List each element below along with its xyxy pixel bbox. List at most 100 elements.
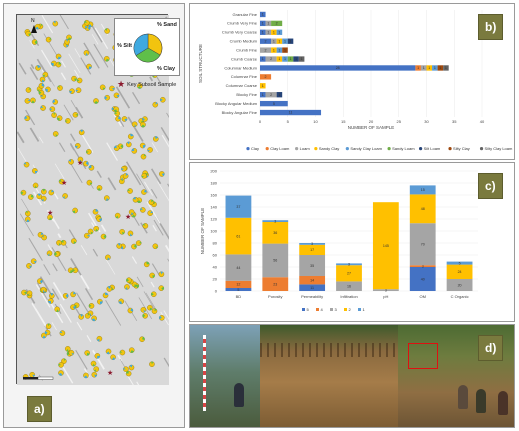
bar-segment bbox=[262, 277, 289, 291]
sample-pie-marker bbox=[151, 291, 157, 297]
bar-data-label: 1 bbox=[290, 39, 292, 43]
relief-stroke bbox=[43, 33, 59, 59]
bar-segment bbox=[299, 284, 326, 291]
relief-stroke bbox=[83, 42, 100, 69]
y-tick-label: Columnar Coarse bbox=[226, 83, 258, 88]
sample-pie-marker bbox=[106, 286, 113, 292]
bar-segment bbox=[443, 65, 449, 71]
legend-label: 5 bbox=[307, 307, 310, 312]
bar-data-label: 1 bbox=[262, 84, 264, 88]
sample-pie-marker bbox=[40, 195, 47, 202]
legend-swatch bbox=[448, 147, 452, 151]
sample-pie-marker bbox=[125, 370, 132, 377]
sample-pie-marker bbox=[153, 136, 159, 142]
bar-segment bbox=[271, 38, 277, 44]
sample-pie-marker bbox=[77, 156, 84, 163]
sample-pie-marker bbox=[127, 188, 133, 194]
bar-data-label: 2 bbox=[265, 39, 267, 43]
sample-pie-marker bbox=[45, 323, 52, 329]
sample-pie-marker bbox=[119, 229, 125, 235]
person-figure bbox=[458, 385, 468, 409]
bar-data-label: 3 bbox=[348, 263, 350, 267]
sample-pie-marker bbox=[30, 97, 36, 104]
sample-pie-marker bbox=[91, 371, 98, 378]
bar-segment bbox=[265, 92, 277, 98]
legend-item: Clay bbox=[246, 146, 259, 151]
sample-pie-marker bbox=[142, 116, 148, 122]
sample-pie-marker bbox=[55, 53, 62, 60]
bar-segment bbox=[260, 92, 266, 98]
sample-pie-marker bbox=[93, 225, 99, 232]
terrain-relief: ★ ★ ★ ★ ★ bbox=[16, 14, 182, 389]
relief-stroke bbox=[16, 131, 25, 144]
y-tick-label: 80 bbox=[213, 240, 218, 245]
sample-pie-marker bbox=[38, 83, 45, 89]
north-label: N bbox=[31, 18, 35, 24]
relief-stroke bbox=[70, 164, 83, 184]
sample-pie-marker bbox=[40, 105, 46, 111]
bar-data-label: 17 bbox=[310, 248, 314, 252]
legend-swatch bbox=[302, 308, 305, 311]
sample-pie-marker bbox=[35, 65, 41, 71]
bar-segment bbox=[260, 74, 272, 80]
relief-stroke bbox=[21, 198, 30, 213]
relief-stroke bbox=[80, 57, 92, 75]
bar-segment bbox=[446, 264, 473, 279]
bar-data-label: 27 bbox=[347, 272, 351, 276]
bar-data-label: 12 bbox=[236, 283, 240, 287]
relief-stroke bbox=[51, 288, 60, 300]
relief-stroke bbox=[146, 201, 161, 224]
legend-label: Silty Clay Loam bbox=[485, 146, 513, 151]
legend-label: Clay bbox=[251, 146, 259, 151]
sample-pie-marker bbox=[121, 166, 127, 172]
relief-stroke bbox=[98, 34, 109, 49]
legend-item: 5 bbox=[302, 307, 310, 312]
sample-pie-marker bbox=[103, 56, 110, 62]
panel-d-photo: d) bbox=[189, 324, 515, 428]
y-tick-label: Blocky Fine bbox=[236, 92, 257, 97]
bar-data-label: 2 bbox=[276, 22, 278, 26]
relief-stroke bbox=[54, 163, 65, 180]
y-tick-label: 180 bbox=[210, 180, 217, 185]
bar-data-label: 11 bbox=[310, 286, 314, 290]
bar-segment bbox=[336, 265, 362, 282]
legend-item: 1 bbox=[358, 307, 366, 312]
bar-data-label: 1 bbox=[273, 39, 275, 43]
bar-segment bbox=[282, 47, 288, 53]
relief-stroke bbox=[93, 43, 109, 68]
sample-pie-marker bbox=[37, 232, 44, 238]
sample-pie-marker bbox=[135, 240, 142, 246]
sample-pie-marker bbox=[104, 28, 110, 34]
sample-pie-marker bbox=[128, 133, 134, 140]
sample-pie-marker bbox=[113, 106, 120, 113]
y-axis-title: SOIL STRUCTURE bbox=[198, 44, 203, 83]
bar-data-label: 56 bbox=[273, 259, 277, 263]
bar-segment bbox=[276, 38, 283, 44]
sample-pie-marker bbox=[94, 353, 101, 359]
panel-b-chart: 0 5 10 15 20 25 30 35 40 Granular Fine 1 Crumb Very… bbox=[189, 3, 515, 160]
legend-swatch bbox=[479, 147, 484, 151]
relief-stroke bbox=[125, 161, 142, 186]
bar-data-label: 1 bbox=[439, 66, 441, 70]
relief-stroke bbox=[160, 311, 169, 326]
bar-data-label: 1 bbox=[434, 66, 436, 70]
bar-segment bbox=[225, 288, 252, 291]
bar-segment bbox=[299, 243, 326, 245]
bar-data-label: 1 bbox=[295, 57, 297, 61]
bar-data-label: 1 bbox=[262, 13, 264, 17]
texture-pie-legend: % Sand % Silt % Clay bbox=[114, 18, 180, 76]
y-tick-label: Crumb Medium bbox=[230, 39, 258, 44]
bar-data-label: 1 bbox=[267, 30, 269, 34]
sample-pie-marker bbox=[105, 348, 112, 355]
sample-pie-marker bbox=[49, 293, 55, 299]
sample-pie-marker bbox=[41, 188, 47, 195]
bar-segment bbox=[282, 38, 288, 44]
bar-data-label: 1 bbox=[278, 48, 280, 52]
person-figure bbox=[476, 389, 486, 413]
relief-stroke bbox=[149, 76, 154, 82]
relief-stroke bbox=[41, 49, 53, 68]
y-tick-label: 100 bbox=[210, 228, 217, 233]
bar-segment bbox=[260, 11, 266, 18]
bar-data-label: 16 bbox=[347, 285, 351, 289]
bar-segment bbox=[262, 220, 289, 222]
